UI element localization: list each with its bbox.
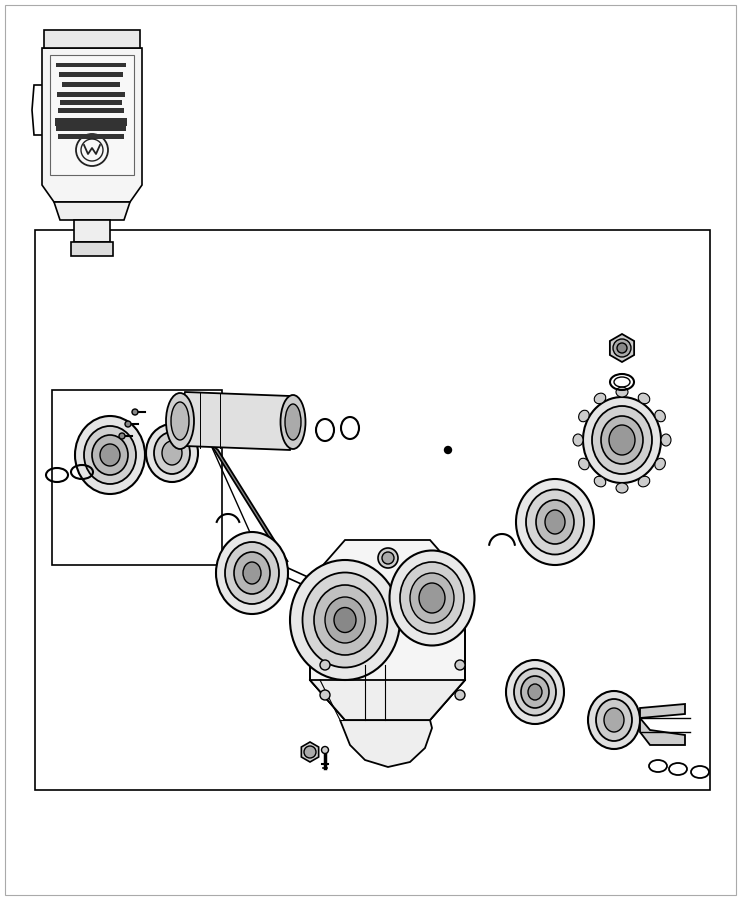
Ellipse shape (573, 434, 583, 446)
Ellipse shape (545, 510, 565, 534)
Circle shape (125, 421, 131, 427)
Polygon shape (610, 334, 634, 362)
Ellipse shape (655, 410, 665, 422)
Bar (62, 82, 120, 87)
Ellipse shape (592, 406, 652, 474)
Ellipse shape (243, 562, 261, 584)
Ellipse shape (601, 416, 643, 464)
Polygon shape (302, 742, 319, 762)
Bar (58, 134, 124, 139)
Bar (50, 55, 134, 175)
Ellipse shape (516, 479, 594, 565)
Bar (58, 108, 124, 113)
Ellipse shape (638, 476, 650, 487)
Ellipse shape (216, 532, 288, 614)
Ellipse shape (166, 393, 194, 449)
Bar (60, 100, 122, 105)
Ellipse shape (100, 444, 120, 466)
Circle shape (132, 409, 138, 415)
Polygon shape (54, 202, 130, 220)
Bar (56, 63, 126, 67)
Ellipse shape (410, 573, 454, 623)
Circle shape (322, 746, 328, 753)
Ellipse shape (604, 708, 624, 732)
Ellipse shape (588, 691, 640, 749)
Ellipse shape (162, 441, 182, 465)
Ellipse shape (521, 676, 549, 708)
Circle shape (304, 746, 316, 758)
Ellipse shape (579, 410, 589, 422)
Ellipse shape (514, 669, 556, 716)
Circle shape (613, 339, 631, 357)
Circle shape (455, 660, 465, 670)
Ellipse shape (655, 458, 665, 470)
Bar (52, 390, 222, 565)
Circle shape (445, 446, 451, 454)
Ellipse shape (536, 500, 574, 544)
Bar (56, 126, 126, 131)
Ellipse shape (594, 476, 605, 487)
Ellipse shape (609, 425, 635, 455)
Ellipse shape (579, 458, 589, 470)
Bar (55, 118, 127, 126)
Polygon shape (42, 48, 142, 202)
Polygon shape (340, 720, 432, 767)
Polygon shape (210, 443, 288, 562)
Ellipse shape (285, 404, 301, 440)
Polygon shape (310, 540, 465, 720)
Ellipse shape (234, 552, 270, 594)
Bar (71, 242, 113, 256)
Ellipse shape (528, 684, 542, 700)
Ellipse shape (596, 699, 632, 741)
Circle shape (76, 134, 108, 166)
Ellipse shape (290, 560, 400, 680)
Circle shape (378, 548, 398, 568)
Circle shape (119, 433, 125, 439)
Bar (74, 220, 110, 242)
Ellipse shape (526, 490, 584, 554)
Polygon shape (640, 704, 685, 745)
Bar (44, 30, 140, 48)
Ellipse shape (92, 435, 128, 475)
Ellipse shape (616, 387, 628, 397)
Ellipse shape (302, 572, 388, 668)
Ellipse shape (419, 583, 445, 613)
Ellipse shape (225, 542, 279, 604)
Circle shape (455, 690, 465, 700)
Bar (35, 230, 710, 790)
Ellipse shape (84, 426, 136, 484)
Ellipse shape (75, 416, 145, 494)
Polygon shape (178, 392, 295, 450)
Ellipse shape (594, 393, 605, 404)
Ellipse shape (171, 402, 189, 440)
Ellipse shape (400, 562, 464, 634)
Ellipse shape (154, 432, 190, 474)
Circle shape (320, 690, 330, 700)
Bar (59, 72, 123, 77)
Ellipse shape (314, 585, 376, 655)
Bar (56, 92, 125, 97)
Ellipse shape (583, 397, 661, 483)
Circle shape (617, 343, 627, 353)
Polygon shape (310, 680, 465, 720)
Ellipse shape (281, 395, 305, 449)
Ellipse shape (638, 393, 650, 404)
Ellipse shape (146, 424, 198, 482)
Ellipse shape (390, 551, 474, 645)
Ellipse shape (661, 434, 671, 446)
Ellipse shape (616, 483, 628, 493)
Ellipse shape (325, 597, 365, 643)
Ellipse shape (506, 660, 564, 724)
Circle shape (320, 660, 330, 670)
Circle shape (382, 552, 394, 564)
Ellipse shape (334, 608, 356, 633)
